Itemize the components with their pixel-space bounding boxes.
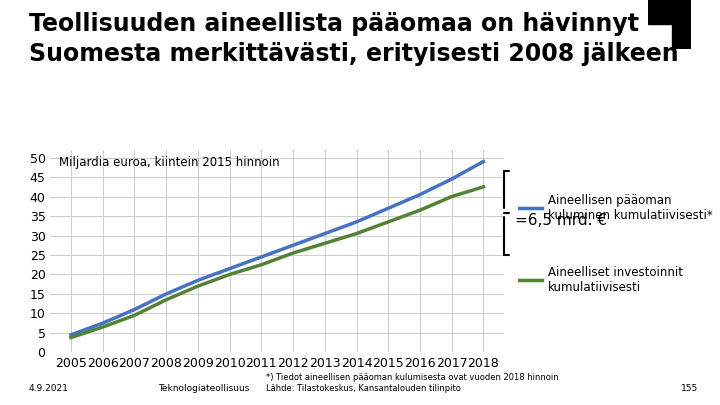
Text: Aineellisen pääoman
kuluminen kumulatiivisesti*: Aineellisen pääoman kuluminen kumulatiiv… (547, 194, 712, 222)
Text: Teollisuuden aineellista pääomaa on hävinnyt
Suomesta merkittävästi, erityisesti: Teollisuuden aineellista pääomaa on hävi… (29, 12, 678, 66)
Bar (648, 0, 691, 24)
Text: 4.9.2021: 4.9.2021 (29, 384, 68, 393)
Text: Miljardia euroa, kiintein 2015 hinnoin: Miljardia euroa, kiintein 2015 hinnoin (60, 156, 280, 169)
Text: Teknologiateollisuus: Teknologiateollisuus (158, 384, 250, 393)
Bar (672, 22, 691, 49)
Text: *) Tiedot aineellisen pääoman kulumisesta ovat vuoden 2018 hinnoin
Lähde: Tilast: *) Tiedot aineellisen pääoman kulumisest… (266, 373, 559, 393)
Text: =6,5 mrd. €: =6,5 mrd. € (515, 213, 607, 228)
Text: Aineelliset investoinnit
kumulatiivisesti: Aineelliset investoinnit kumulatiivisest… (547, 266, 683, 294)
Text: 155: 155 (681, 384, 698, 393)
